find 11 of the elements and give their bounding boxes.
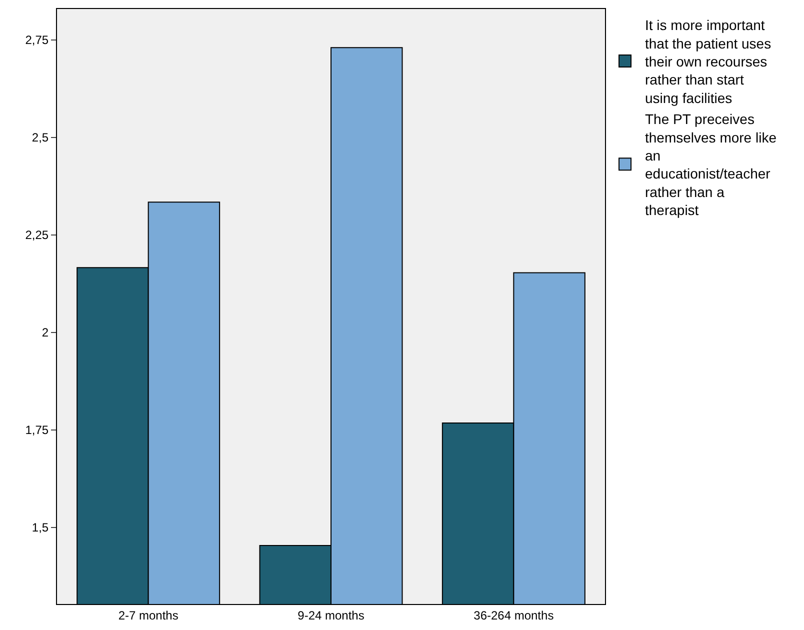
y-tick-label: 2,75 — [25, 33, 49, 48]
y-tick-label: 1,5 — [32, 520, 49, 535]
legend-label: It is more important that the patient uses their own recourses rather than start using facilities — [645, 17, 772, 106]
y-tick-label: 2 — [42, 326, 49, 340]
x-tick-label: 9-24 months — [298, 608, 364, 622]
y-tick-label: 1,75 — [25, 423, 49, 438]
x-tick-label: 36-264 months — [474, 608, 554, 622]
x-tick-label: 2-7 months — [118, 608, 178, 622]
legend-label: The PT preceives themselves more like an educationist/teacher rather than a therapist — [645, 111, 777, 218]
y-tick-label: 2,25 — [25, 228, 49, 242]
y-tick-label: 2,5 — [32, 130, 49, 145]
